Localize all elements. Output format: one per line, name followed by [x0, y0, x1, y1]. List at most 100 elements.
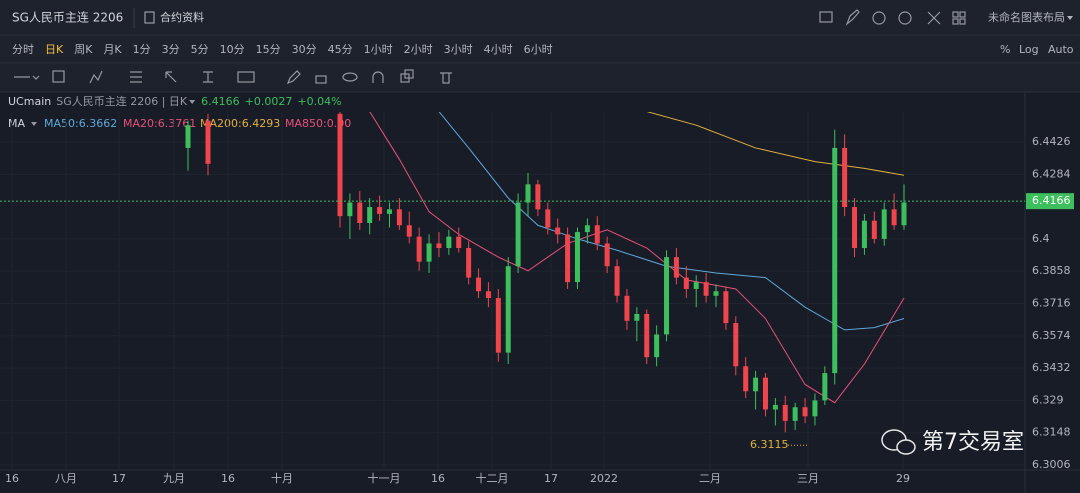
- candle-body: [396, 209, 402, 226]
- wechat-icon: [896, 439, 916, 455]
- icon[interactable]: [819, 11, 833, 23]
- y-tick-label: 6.3006: [1032, 458, 1071, 471]
- candle-body: [205, 120, 211, 164]
- icon[interactable]: [872, 11, 886, 25]
- x-tick-label: 16: [431, 472, 445, 485]
- candle-body: [723, 291, 729, 324]
- timeframe[interactable]: 3分: [162, 43, 180, 56]
- y-tick-label: 6.4426: [1032, 135, 1071, 148]
- candle-body: [713, 291, 719, 296]
- timeframe[interactable]: 15分: [256, 43, 281, 56]
- candle-body: [426, 243, 432, 262]
- tool[interactable]: [203, 71, 213, 83]
- x-tick-label: 十一月: [368, 471, 401, 485]
- tool[interactable]: [14, 75, 40, 80]
- candle-body: [644, 313, 650, 358]
- scale-option[interactable]: Auto: [1048, 43, 1074, 56]
- candle-body: [535, 184, 541, 210]
- candle-body: [852, 207, 858, 249]
- dropdown-arrow: [189, 100, 196, 104]
- symbol[interactable]: SG人民币主连 2206: [12, 10, 123, 25]
- scale-option[interactable]: %: [1000, 43, 1010, 56]
- icon[interactable]: [898, 11, 912, 25]
- candle-body: [555, 227, 561, 235]
- candle-body: [446, 236, 452, 249]
- candle-body: [614, 266, 620, 296]
- icon[interactable]: [845, 9, 860, 26]
- tool[interactable]: [440, 72, 452, 84]
- ma-value: MA850:0.00: [285, 117, 351, 130]
- candle-body: [466, 248, 472, 278]
- tool[interactable]: [165, 71, 177, 83]
- candle-body: [673, 257, 679, 278]
- dropdown-arrow: [31, 122, 37, 126]
- candle-body: [654, 334, 660, 358]
- candle-body: [485, 291, 491, 299]
- tool[interactable]: [342, 72, 358, 82]
- candle-body: [753, 377, 759, 392]
- scale-option[interactable]: Log: [1019, 43, 1039, 56]
- timeframe[interactable]: 2小时: [404, 43, 433, 56]
- timeframe[interactable]: 周K: [74, 43, 93, 56]
- x-tick-label: 29: [896, 472, 910, 485]
- ma-name: MA: [8, 117, 25, 130]
- candle-body: [802, 407, 808, 417]
- tool[interactable]: [404, 69, 414, 79]
- y-tick-label: 6.3432: [1032, 361, 1071, 374]
- timeframe[interactable]: 5分: [191, 43, 209, 56]
- candle-body: [881, 209, 887, 239]
- timeframe[interactable]: 月K: [103, 43, 122, 56]
- y-tick-label: 6.329: [1032, 393, 1064, 406]
- x-tick-label: 二月: [699, 472, 721, 485]
- tool[interactable]: [315, 75, 327, 84]
- tool[interactable]: [130, 71, 142, 83]
- legend-price: 6.4166: [201, 95, 240, 108]
- icon[interactable]: [927, 11, 941, 25]
- candle-body: [515, 202, 521, 267]
- candle-body: [812, 400, 818, 417]
- legend-symbol: SG人民币主连 2206 | 日K: [56, 95, 188, 108]
- tool[interactable]: [372, 71, 384, 83]
- icon[interactable]: [952, 11, 959, 18]
- legend-name: UCmain: [8, 95, 51, 108]
- candle-body: [406, 225, 412, 237]
- legend-change-pct: +0.04%: [297, 95, 341, 108]
- candle-body: [495, 298, 501, 353]
- legend-change: +0.0027: [245, 95, 293, 108]
- candle-body: [565, 234, 571, 283]
- icon[interactable]: [959, 18, 966, 25]
- ma-value: MA20:6.3761: [123, 117, 196, 130]
- candle-body: [842, 147, 848, 208]
- timeframe[interactable]: 4小时: [484, 43, 513, 56]
- tool[interactable]: [52, 70, 65, 83]
- tool[interactable]: [286, 70, 301, 85]
- candle-body: [185, 125, 191, 148]
- tool[interactable]: [89, 70, 103, 84]
- candle-body: [693, 282, 699, 289]
- candle-body: [822, 373, 828, 401]
- y-tick-label: 6.3716: [1032, 297, 1071, 310]
- timeframe[interactable]: 6小时: [524, 43, 553, 56]
- candle-body: [634, 313, 640, 321]
- timeframe[interactable]: 10分: [220, 43, 245, 56]
- candle-body: [743, 366, 749, 392]
- timeframe[interactable]: 3小时: [444, 43, 473, 56]
- candle-body: [505, 266, 511, 353]
- ma-line: [369, 112, 905, 404]
- candle-body: [782, 404, 788, 421]
- tool[interactable]: [237, 71, 255, 83]
- icon[interactable]: [959, 11, 966, 18]
- timeframe[interactable]: 30分: [292, 43, 317, 56]
- candle-body: [703, 282, 709, 296]
- x-tick-label: 2022: [590, 472, 618, 485]
- timeframe[interactable]: 45分: [328, 43, 353, 56]
- contract-info[interactable]: 合约资料: [160, 10, 204, 24]
- layout-name[interactable]: 未命名图表布局: [988, 10, 1065, 24]
- timeframe[interactable]: 分时: [12, 43, 34, 56]
- icon[interactable]: [952, 18, 959, 25]
- x-tick-label: 三月: [797, 472, 819, 485]
- timeframe[interactable]: 日K: [45, 43, 64, 56]
- timeframe[interactable]: 1小时: [364, 43, 393, 56]
- timeframe[interactable]: 1分: [133, 43, 151, 56]
